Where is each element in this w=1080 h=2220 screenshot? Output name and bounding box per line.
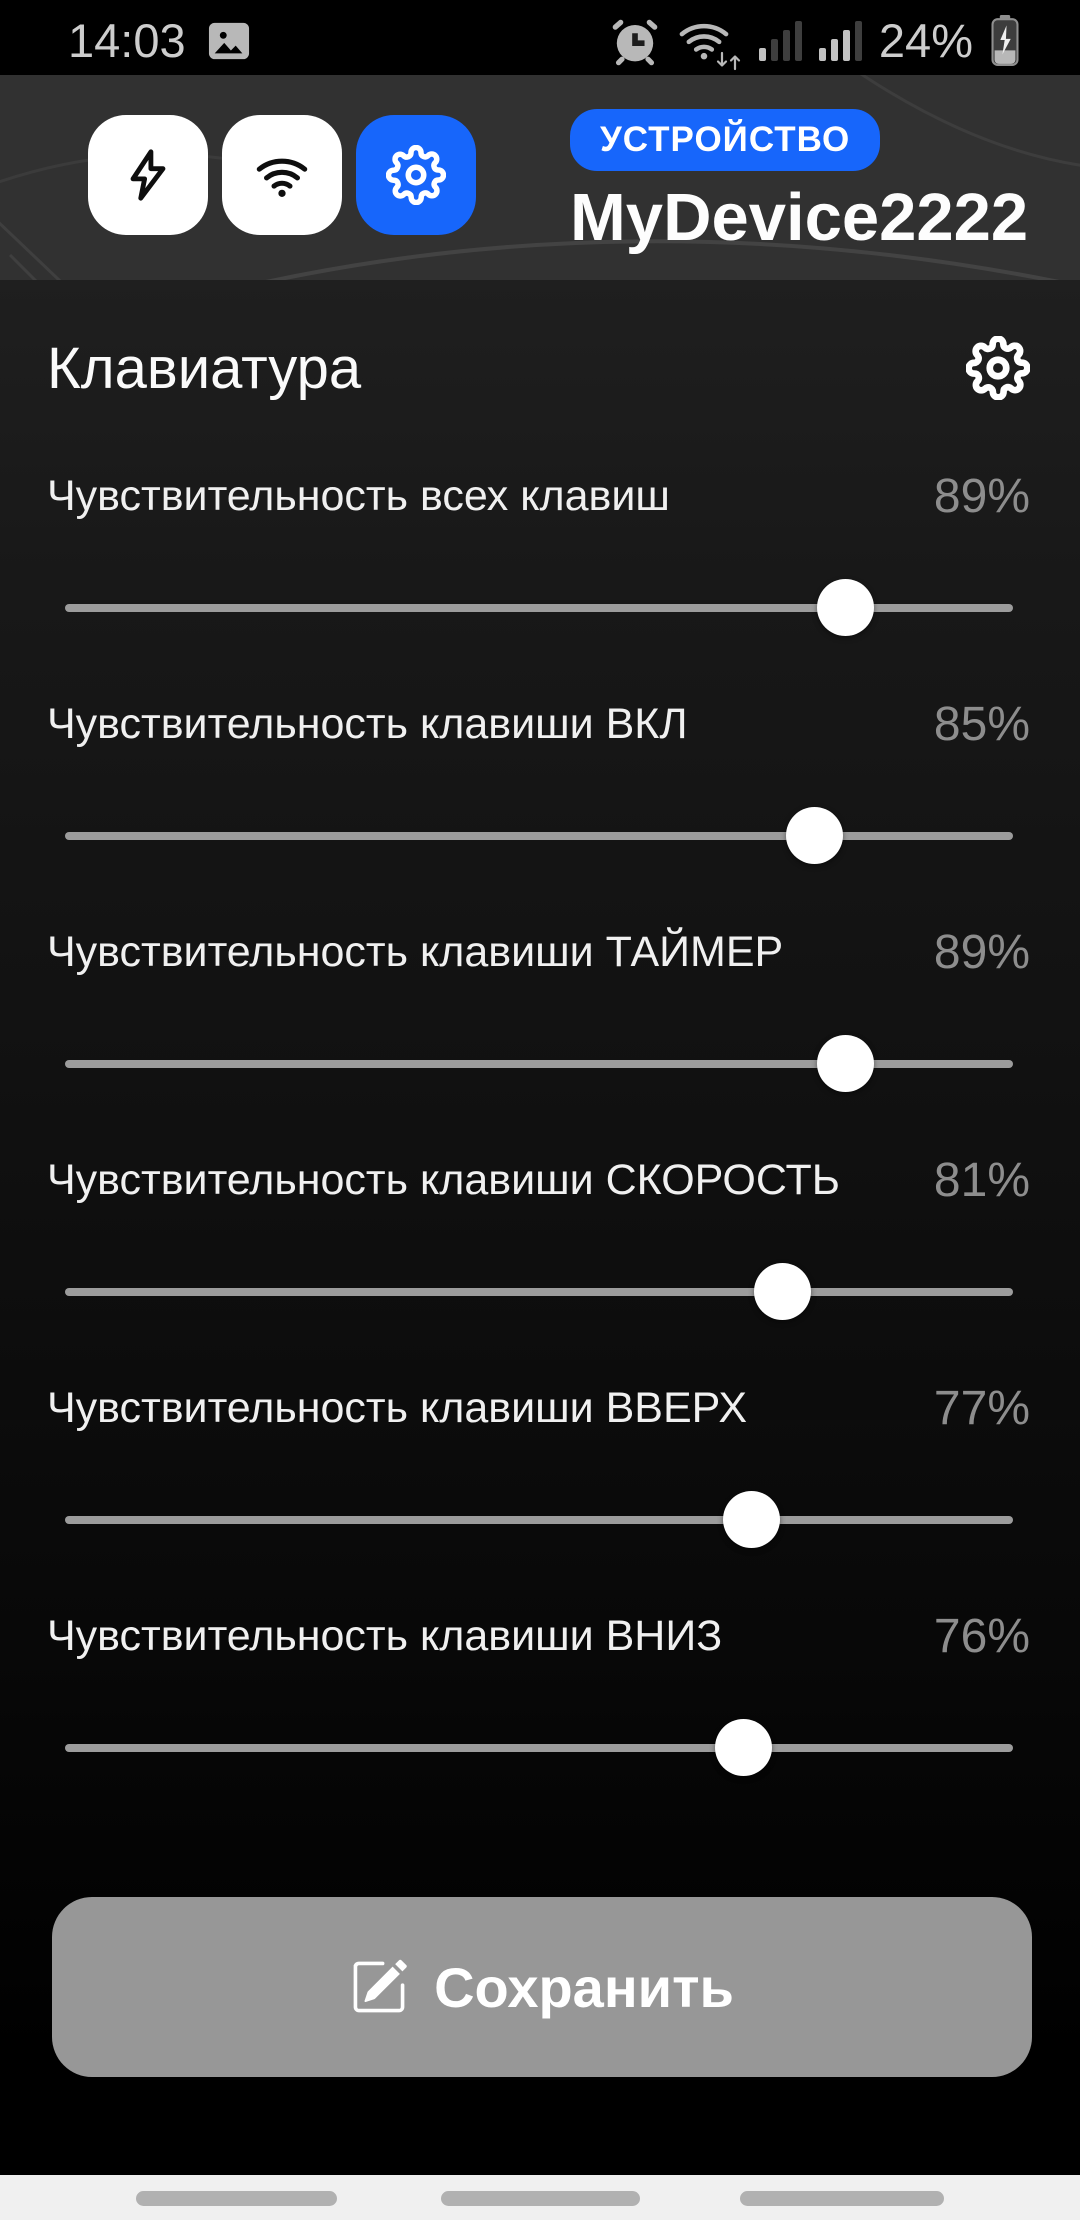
save-button[interactable]: Сохранить — [52, 1897, 1032, 2077]
lightning-icon — [119, 146, 177, 204]
slider-label: Чувствительность всех клавиш — [47, 471, 670, 520]
navigation-bar — [0, 2175, 1080, 2220]
nav-home-button[interactable] — [441, 2191, 640, 2206]
status-bar: 14:03 — [0, 0, 1080, 75]
slider-track[interactable] — [65, 1744, 1013, 1752]
slider-thumb[interactable] — [817, 579, 875, 636]
device-name: MyDevice2222 — [570, 180, 1029, 255]
slider-thumb[interactable] — [715, 1719, 773, 1776]
header-button-row — [88, 115, 476, 235]
device-badge: УСТРОЙСТВО — [570, 109, 881, 171]
slider-thumb[interactable] — [785, 807, 843, 864]
slider-row: Чувствительность клавиши ТАЙМЕР 89% — [47, 923, 1030, 1093]
wifi-settings-button[interactable] — [222, 115, 342, 235]
slider-label: Чувствительность клавиши СКОРОСТЬ — [47, 1155, 840, 1204]
gear-icon[interactable] — [966, 336, 1030, 400]
slider-thumb[interactable] — [722, 1491, 780, 1548]
wifi-traffic-arrows-icon — [716, 51, 741, 70]
keyboard-settings-panel: Клавиатура Чувствительность всех клавиш … — [0, 280, 1080, 2175]
power-button[interactable] — [88, 115, 208, 235]
slider-label: Чувствительность клавиши ВКЛ — [47, 699, 688, 748]
slider-track[interactable] — [65, 604, 1013, 612]
slider-track[interactable] — [65, 832, 1013, 840]
slider-thumb[interactable] — [817, 1035, 875, 1092]
slider-label: Чувствительность клавиши ВНИЗ — [47, 1611, 723, 1660]
slider-track[interactable] — [65, 1060, 1013, 1068]
keyboard-settings-button[interactable] — [356, 115, 476, 235]
signal-icon — [818, 19, 862, 63]
wifi-status-icon — [678, 15, 742, 70]
slider-label: Чувствительность клавиши ТАЙМЕР — [47, 927, 784, 976]
slider-row: Чувствительность клавиши ВНИЗ 76% — [47, 1607, 1030, 1777]
slider-label: Чувствительность клавиши ВВЕРХ — [47, 1383, 748, 1432]
gear-icon — [386, 145, 446, 205]
wifi-icon — [253, 146, 311, 204]
slider-value: 89% — [933, 469, 1030, 523]
slider-value: 81% — [933, 1153, 1030, 1207]
nav-recents-button[interactable] — [136, 2191, 337, 2206]
battery-percent: 24% — [878, 14, 973, 67]
edit-pencil-square-icon — [350, 1958, 408, 2016]
slider-row: Чувствительность клавиши СКОРОСТЬ 81% — [47, 1151, 1030, 1321]
signal-icon — [758, 19, 802, 63]
slider-value: 85% — [933, 697, 1030, 751]
clock-time: 14:03 — [68, 14, 186, 67]
slider-row: Чувствительность клавиши ВКЛ 85% — [47, 695, 1030, 865]
image-notification-icon — [206, 20, 252, 62]
slider-thumb[interactable] — [754, 1263, 812, 1320]
slider-value: 89% — [933, 925, 1030, 979]
alarm-icon — [609, 15, 661, 67]
slider-track[interactable] — [65, 1516, 1013, 1524]
page-title: Клавиатура — [47, 335, 362, 401]
slider-row: Чувствительность клавиши ВВЕРХ 77% — [47, 1379, 1030, 1549]
slider-row: Чувствительность всех клавиш 89% — [47, 467, 1030, 637]
nav-back-button[interactable] — [740, 2191, 944, 2206]
save-button-label: Сохранить — [434, 1955, 734, 2019]
slider-value: 77% — [933, 1381, 1030, 1435]
slider-value: 76% — [933, 1609, 1030, 1663]
slider-track[interactable] — [65, 1288, 1013, 1296]
device-header: УСТРОЙСТВО MyDevice2222 — [0, 75, 1080, 280]
battery-charging-icon — [990, 14, 1020, 67]
